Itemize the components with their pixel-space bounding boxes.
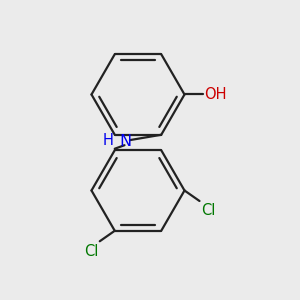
Text: N: N — [119, 134, 131, 149]
Text: Cl: Cl — [84, 244, 98, 259]
Text: H: H — [103, 133, 113, 148]
Text: Cl: Cl — [201, 203, 215, 218]
Text: OH: OH — [204, 87, 226, 102]
